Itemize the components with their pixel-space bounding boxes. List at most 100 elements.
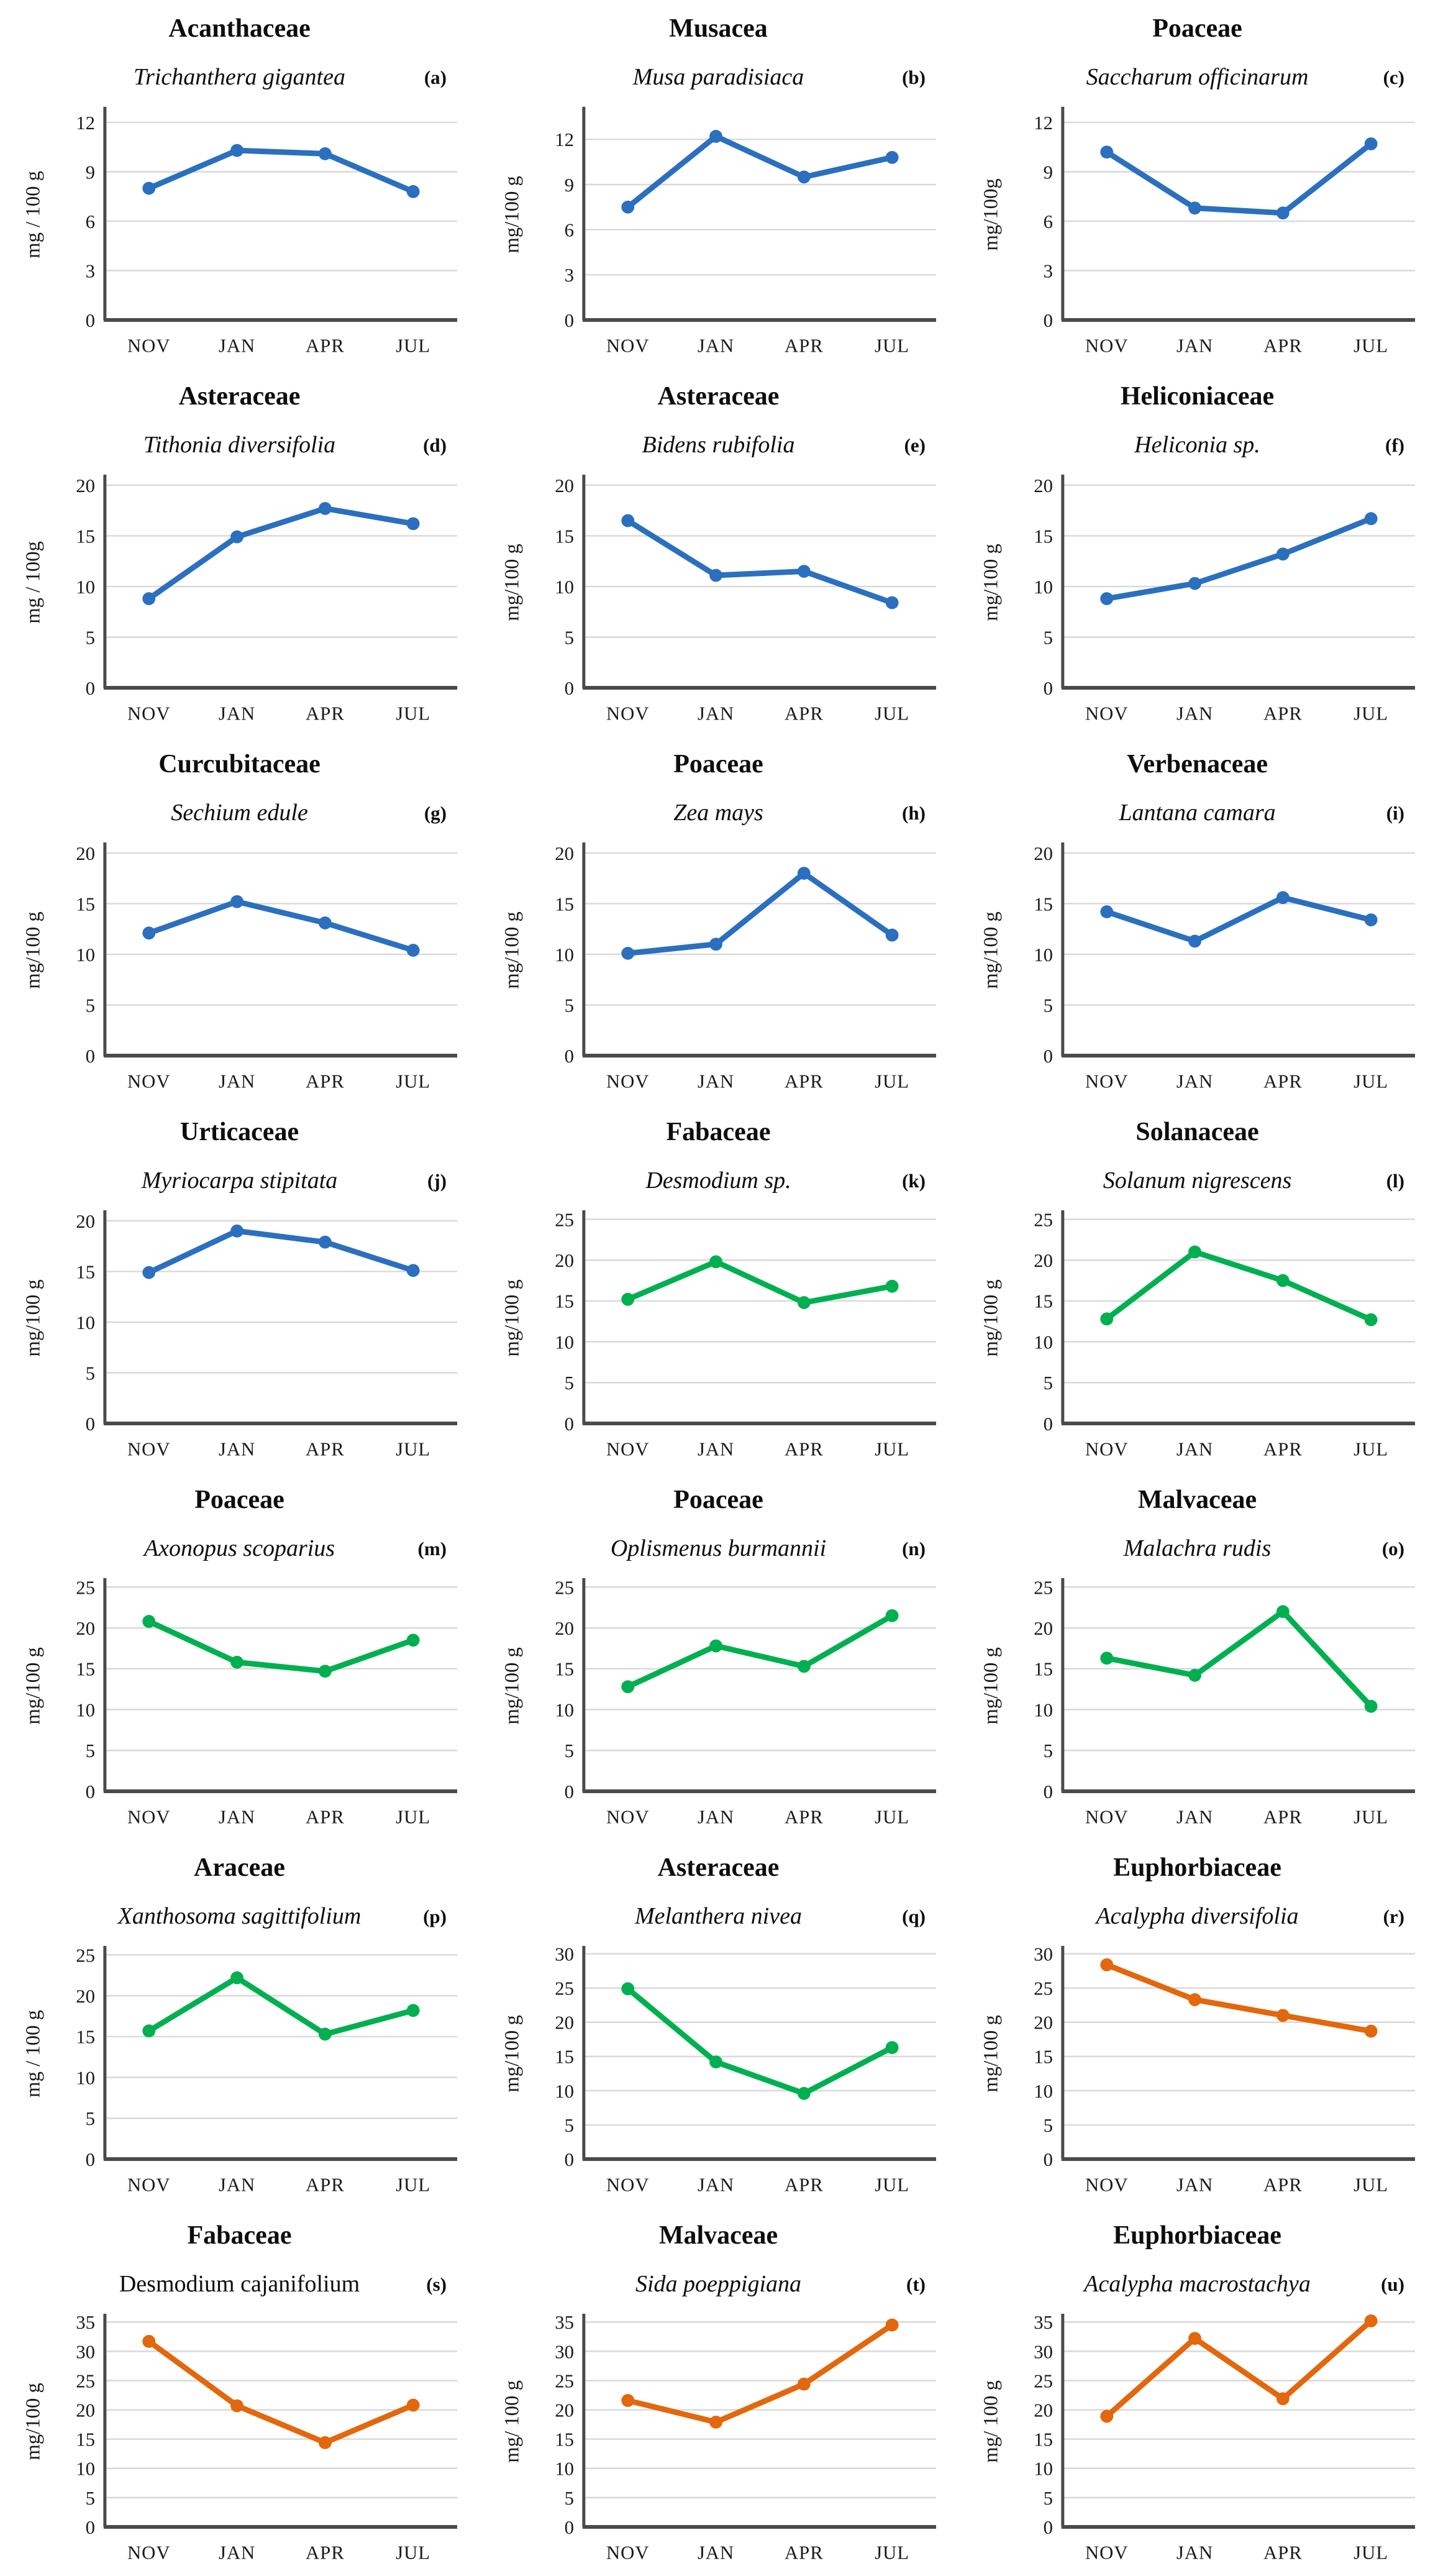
svg-text:35: 35 xyxy=(555,2312,574,2333)
svg-text:APR: APR xyxy=(305,1071,344,1092)
data-point xyxy=(797,866,811,880)
data-point xyxy=(1099,1958,1113,1971)
svg-text:10: 10 xyxy=(555,577,574,598)
line-chart: 0 5 10 15 20 25 mg/100 g NOV JAN APR JUL xyxy=(501,1209,936,1459)
svg-text:APR: APR xyxy=(305,335,344,356)
y-axis-ticks: 0 5 10 15 20 xyxy=(555,475,574,698)
data-point xyxy=(709,2055,722,2068)
svg-text:NOV: NOV xyxy=(1085,2174,1128,2195)
line-chart: 0 5 10 15 20 25 mg / 100 g NOV JAN APR JUL xyxy=(22,1945,457,2195)
svg-text:15: 15 xyxy=(555,2429,574,2450)
x-axis-labels: NOV JAN APR JUL xyxy=(606,1438,908,1459)
svg-text:15: 15 xyxy=(555,526,574,547)
data-point xyxy=(1364,2024,1378,2038)
chart-species-name: Xanthosoma sagittifolium xyxy=(117,1903,362,1930)
axes xyxy=(1060,1210,1415,1425)
svg-text:NOV: NOV xyxy=(1085,703,1128,724)
chart-letter-label: (t) xyxy=(906,2273,926,2296)
svg-text:0: 0 xyxy=(1043,2517,1052,2538)
svg-text:3: 3 xyxy=(1043,260,1052,281)
data-point xyxy=(1276,890,1290,904)
chart-species-name: Solanum nigrescens xyxy=(1103,1167,1292,1194)
svg-text:20: 20 xyxy=(1034,2012,1053,2033)
x-axis-labels: NOV JAN APR JUL xyxy=(1085,1438,1387,1459)
data-series xyxy=(142,1614,420,1678)
gridlines xyxy=(1062,1586,1415,1752)
chart-panel: Heliconiaceae Heliconia sp. (f) 0 5 10 15 20… xyxy=(958,368,1437,736)
svg-text:JAN: JAN xyxy=(218,1438,255,1459)
y-axis-title: mg/100 g xyxy=(22,2383,44,2460)
y-axis-title: mg/100 g xyxy=(22,911,44,989)
svg-text:NOV: NOV xyxy=(606,1806,649,1827)
x-axis-labels: NOV JAN APR JUL xyxy=(1085,703,1387,724)
x-axis-labels: NOV JAN APR JUL xyxy=(1085,1071,1387,1092)
chart-panel: Poaceae Zea mays (h) 0 5 10 15 20 mg/100 g NOV… xyxy=(479,736,958,1103)
x-axis-labels: NOV JAN APR JUL xyxy=(127,1438,429,1459)
svg-text:15: 15 xyxy=(1034,1658,1053,1679)
chart-family-title: Asteraceae xyxy=(657,382,780,411)
y-axis-ticks: 0 5 10 15 20 25 30 35 xyxy=(555,2312,574,2538)
chart-family-title: Poaceae xyxy=(673,1486,763,1514)
svg-text:JAN: JAN xyxy=(218,2174,255,2195)
line-chart: 0 5 10 15 20 25 30 mg/100 g NOV JAN APR JUL xyxy=(980,1943,1415,2195)
chart-panel: Asteraceae Melanthera nivea (q) 0 5 10 15 20… xyxy=(479,1839,958,2207)
svg-text:0: 0 xyxy=(1043,1414,1052,1435)
gridlines xyxy=(1062,2321,1415,2498)
chart-panel: Euphorbiaceae Acalypha diversifolia (r) … xyxy=(958,1839,1437,2207)
svg-text:APR: APR xyxy=(784,335,823,356)
line-chart: 0 5 10 15 20 mg/100 g NOV JAN APR JUL xyxy=(22,1210,457,1459)
svg-text:JUL: JUL xyxy=(875,703,909,724)
svg-text:30: 30 xyxy=(76,2341,95,2362)
data-point xyxy=(621,1982,634,1995)
data-point xyxy=(1364,1699,1378,1713)
y-axis-ticks: 0 5 10 15 20 25 30 xyxy=(1034,1943,1053,2170)
data-point xyxy=(1099,591,1113,605)
chart-subtitle-row: Trichanthera gigantea (a) xyxy=(0,63,479,94)
chart-subtitle-row: Malachra rudis (o) xyxy=(958,1535,1437,1566)
svg-text:APR: APR xyxy=(1263,2174,1302,2195)
axes xyxy=(102,842,457,1057)
chart-family-title: Curcubitaceae xyxy=(158,750,321,779)
svg-text:JUL: JUL xyxy=(1354,2174,1388,2195)
svg-text:5: 5 xyxy=(85,627,94,648)
data-series xyxy=(621,514,899,610)
chart-letter-label: (i) xyxy=(1386,802,1404,824)
y-axis-title: mg / 100 g xyxy=(22,171,44,258)
data-point xyxy=(621,2393,634,2407)
data-series xyxy=(1099,511,1378,605)
data-point xyxy=(230,144,243,157)
svg-text:5: 5 xyxy=(85,995,94,1016)
svg-text:NOV: NOV xyxy=(606,2542,649,2563)
svg-text:15: 15 xyxy=(555,2046,574,2067)
svg-text:JAN: JAN xyxy=(1176,1438,1213,1459)
svg-text:5: 5 xyxy=(564,2487,573,2508)
chart-family-title: Verbenaceae xyxy=(1126,750,1268,779)
x-axis-labels: NOV JAN APR JUL xyxy=(606,2174,908,2195)
data-point xyxy=(230,530,243,544)
data-point xyxy=(797,1295,811,1309)
chart-subtitle-row: Desmodium cajanifolium (s) xyxy=(0,2270,479,2301)
x-axis-labels: NOV JAN APR JUL xyxy=(606,2542,908,2563)
chart-family-title: Fabaceae xyxy=(666,1118,771,1146)
svg-text:15: 15 xyxy=(76,2026,95,2047)
data-point xyxy=(1188,1245,1201,1259)
svg-text:JAN: JAN xyxy=(218,1806,255,1827)
gridlines xyxy=(104,484,457,638)
y-axis-title: mg/100 g xyxy=(980,544,1002,621)
svg-text:0: 0 xyxy=(1043,1046,1052,1067)
x-axis-labels: NOV JAN APR JUL xyxy=(1085,335,1387,356)
line-chart: 0 5 10 15 20 25 mg/100 g NOV JAN APR JUL xyxy=(22,1577,457,1827)
svg-text:5: 5 xyxy=(1043,1740,1052,1761)
y-axis-ticks: 0 5 10 15 20 xyxy=(555,843,574,1066)
data-point xyxy=(1099,905,1113,918)
data-point xyxy=(142,926,155,939)
svg-text:15: 15 xyxy=(1034,2046,1053,2067)
chart-family-title: Heliconiaceae xyxy=(1120,382,1275,411)
y-axis-title: mg/ 100 g xyxy=(501,2380,523,2463)
line-chart: 0 5 10 15 20 mg/100 g NOV JAN APR JUL xyxy=(980,474,1415,724)
x-axis-labels: NOV JAN APR JUL xyxy=(606,1071,908,1092)
svg-text:JUL: JUL xyxy=(396,2542,430,2563)
data-point xyxy=(230,1224,243,1238)
svg-text:APR: APR xyxy=(784,2542,823,2563)
y-axis-title: mg/100 g xyxy=(501,1279,523,1357)
